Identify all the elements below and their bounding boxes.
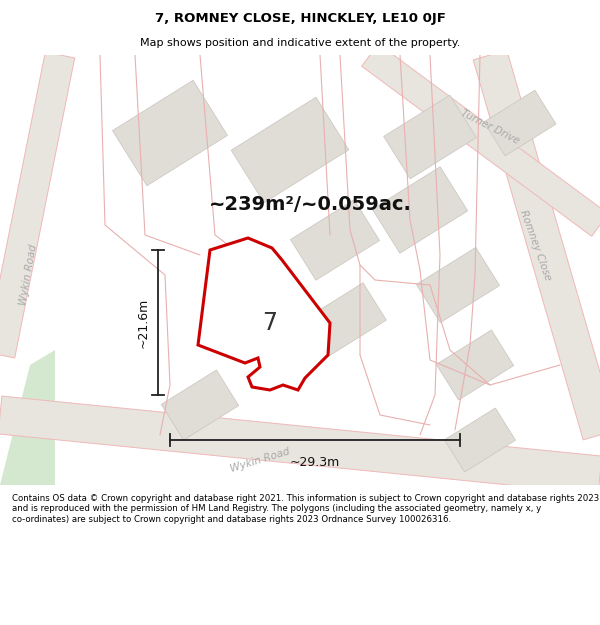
Polygon shape xyxy=(473,50,600,440)
Bar xyxy=(416,248,500,322)
Polygon shape xyxy=(362,44,600,236)
Text: ~239m²/~0.059ac.: ~239m²/~0.059ac. xyxy=(209,196,412,214)
Text: ~29.3m: ~29.3m xyxy=(290,456,340,469)
Bar xyxy=(373,167,467,253)
Bar xyxy=(290,200,380,280)
Bar xyxy=(161,370,239,440)
Bar xyxy=(445,408,515,472)
Text: ~21.6m: ~21.6m xyxy=(137,298,150,348)
Bar xyxy=(436,330,514,400)
Polygon shape xyxy=(0,52,75,358)
Text: Wykin Road: Wykin Road xyxy=(229,446,291,474)
Bar xyxy=(484,90,556,156)
Bar xyxy=(112,80,227,186)
Polygon shape xyxy=(198,238,330,390)
Text: Wykin Road: Wykin Road xyxy=(18,244,38,306)
Text: Romney Close: Romney Close xyxy=(518,208,553,282)
Text: Contains OS data © Crown copyright and database right 2021. This information is : Contains OS data © Crown copyright and d… xyxy=(12,494,599,524)
Polygon shape xyxy=(0,396,600,494)
Text: 7, ROMNEY CLOSE, HINCKLEY, LE10 0JF: 7, ROMNEY CLOSE, HINCKLEY, LE10 0JF xyxy=(155,12,445,25)
Bar xyxy=(231,98,349,202)
Polygon shape xyxy=(0,350,55,485)
Bar xyxy=(304,282,386,357)
Text: Map shows position and indicative extent of the property.: Map shows position and indicative extent… xyxy=(140,39,460,49)
Text: 7: 7 xyxy=(263,311,277,335)
Text: Turner Drive: Turner Drive xyxy=(459,108,521,146)
Bar xyxy=(383,95,476,179)
